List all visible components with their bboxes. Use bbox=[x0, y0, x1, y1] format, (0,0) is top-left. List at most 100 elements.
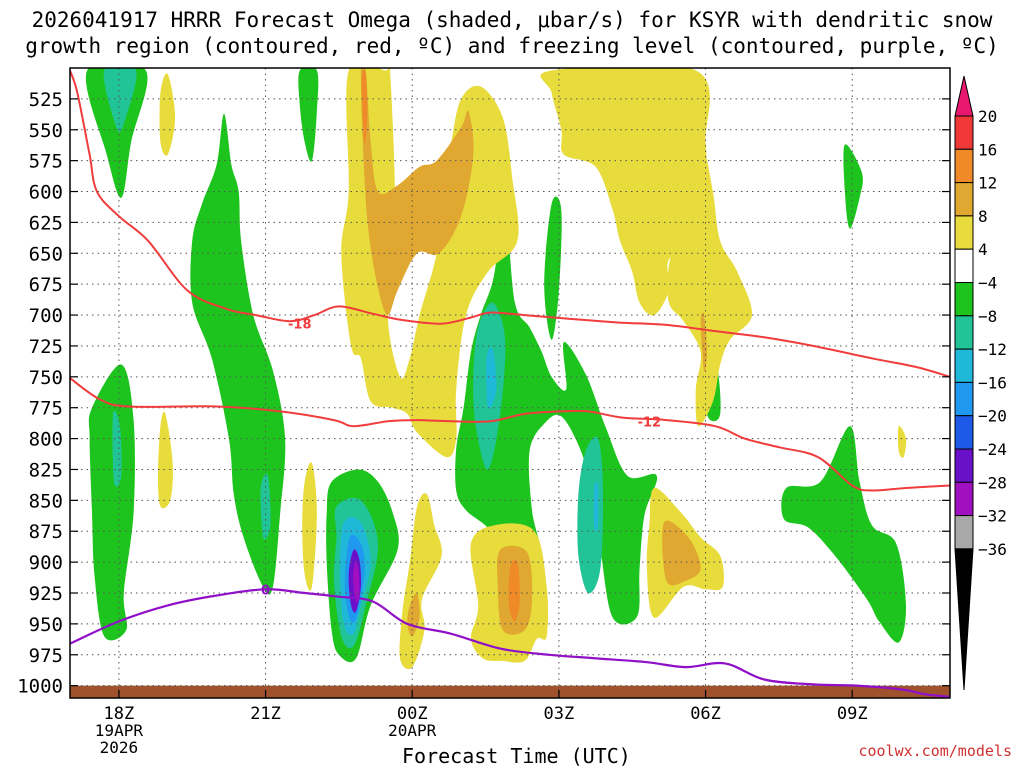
colorbar-bottom-arrow bbox=[954, 548, 974, 691]
y-tick-label: 725 bbox=[29, 336, 63, 358]
colorbar-label: −28 bbox=[978, 473, 1007, 492]
omega-region-12 bbox=[361, 70, 368, 144]
colorbar-swatch bbox=[954, 182, 974, 217]
y-tick-label: 775 bbox=[29, 398, 63, 420]
y-tick-label: 650 bbox=[29, 243, 63, 265]
omega-region-neg8 bbox=[103, 68, 137, 133]
omega-region-neg12 bbox=[593, 481, 599, 532]
omega-region-neg4 bbox=[88, 364, 135, 641]
y-tick-label: 825 bbox=[29, 459, 63, 481]
omega-region-4 bbox=[158, 411, 173, 509]
omega-region-neg8 bbox=[260, 473, 271, 540]
omega-region-neg28 bbox=[353, 561, 360, 603]
omega-region-neg4 bbox=[544, 196, 562, 340]
omega-region-8 bbox=[662, 520, 701, 586]
colorbar-swatch bbox=[954, 115, 974, 150]
colorbar-swatch bbox=[954, 448, 974, 483]
plot-frame bbox=[69, 67, 951, 699]
x-tick-label: 2026 bbox=[100, 738, 139, 757]
dgz-contour-label: -18 bbox=[288, 318, 312, 333]
omega-region-neg4 bbox=[781, 426, 907, 643]
omega-region-4 bbox=[641, 97, 650, 127]
x-tick-label: 20APR bbox=[388, 721, 437, 740]
y-tick-label: 875 bbox=[29, 521, 63, 543]
y-tick-label: 900 bbox=[29, 552, 63, 574]
colorbar-label: −32 bbox=[978, 507, 1007, 526]
colorbar-label: 12 bbox=[978, 174, 997, 193]
freezing-level-line bbox=[70, 588, 950, 698]
y-tick-label: 575 bbox=[29, 151, 63, 173]
x-tick-label: 06Z bbox=[690, 704, 721, 724]
omega-region-4 bbox=[341, 68, 519, 458]
colorbar-top-arrow bbox=[954, 75, 974, 117]
colorbar-swatch bbox=[954, 315, 974, 350]
y-tick-label: 800 bbox=[29, 429, 63, 451]
colorbar-swatch bbox=[954, 481, 974, 517]
colorbar-swatch bbox=[954, 282, 974, 317]
chart-title-line-2: growth region (contoured, red, ºC) and f… bbox=[25, 34, 999, 58]
x-tick-label: 00Z bbox=[397, 704, 428, 724]
y-tick-label: 625 bbox=[29, 212, 63, 234]
colorbar-swatch bbox=[954, 148, 974, 184]
omega-region-neg4 bbox=[843, 144, 863, 229]
colorbar-label: −4 bbox=[978, 274, 997, 293]
colorbar-label: −24 bbox=[978, 440, 1007, 459]
dgz-contour-label: -12 bbox=[638, 415, 662, 430]
colorbar-label: 4 bbox=[978, 240, 988, 259]
colorbar-swatch bbox=[954, 515, 974, 550]
omega-region-4 bbox=[302, 462, 317, 591]
omega-region-neg4 bbox=[85, 68, 148, 198]
omega-region-4 bbox=[667, 147, 753, 427]
y-tick-label: 550 bbox=[29, 120, 63, 142]
colorbar-swatch bbox=[954, 215, 974, 250]
omega-region-4 bbox=[159, 73, 176, 156]
x-tick-label: 18Z bbox=[104, 704, 135, 724]
y-tick-label: 600 bbox=[29, 182, 63, 204]
y-tick-label: 950 bbox=[29, 614, 63, 636]
grid-lines bbox=[70, 68, 950, 698]
y-axis: 525 550 575 600 625 650 675 700 725 750 775 800 825 8… bbox=[17, 89, 950, 698]
y-tick-label: 525 bbox=[29, 89, 63, 111]
omega-region-neg8 bbox=[577, 436, 604, 594]
dgz-contour-line bbox=[70, 70, 950, 378]
colorbar-label: 16 bbox=[978, 140, 997, 159]
surface-shading bbox=[70, 685, 950, 698]
colorbar-label: −20 bbox=[978, 407, 1007, 426]
y-tick-label: 700 bbox=[29, 305, 63, 327]
x-tick-label: 19APR bbox=[95, 721, 144, 740]
freezing-level-label: 0 bbox=[261, 583, 270, 598]
colorbar-swatch bbox=[954, 381, 974, 417]
colorbar-label: 8 bbox=[978, 207, 988, 226]
omega-region-4 bbox=[581, 123, 599, 161]
y-tick-label: 1000 bbox=[17, 676, 63, 698]
site-credit: coolwx.com/models bbox=[858, 742, 1012, 760]
omega-region-neg12 bbox=[486, 347, 497, 409]
omega-region-12 bbox=[508, 559, 520, 622]
dgz-contour-line bbox=[70, 377, 950, 492]
omega-shading bbox=[70, 68, 950, 698]
y-tick-label: 975 bbox=[29, 645, 63, 667]
omega-region-neg4 bbox=[455, 216, 658, 625]
colorbar-swatch bbox=[954, 248, 974, 283]
x-tick-label: 21Z bbox=[250, 704, 281, 724]
omega-region-neg8 bbox=[112, 410, 122, 487]
colorbar-swatch bbox=[954, 415, 974, 450]
colorbar: 20 16 12 8 4 −4 −8 −12 −16 −20 −24 −28 −32 −36 bbox=[954, 75, 1007, 691]
colorbar-swatch bbox=[954, 348, 974, 383]
colorbar-label: −12 bbox=[978, 340, 1007, 359]
x-tick-label: 09Z bbox=[837, 704, 868, 724]
omega-region-neg4 bbox=[298, 68, 319, 162]
y-tick-label: 925 bbox=[29, 583, 63, 605]
x-axis-title: Forecast Time (UTC) bbox=[402, 744, 631, 768]
colorbar-label: −8 bbox=[978, 307, 997, 326]
x-tick-label: 03Z bbox=[544, 704, 575, 724]
y-tick-label: 850 bbox=[29, 490, 63, 512]
omega-region-neg4 bbox=[190, 113, 286, 595]
y-tick-label: 675 bbox=[29, 274, 63, 296]
colorbar-label: 20 bbox=[978, 107, 997, 126]
chart-title-line-1: 2026041917 HRRR Forecast Omega (shaded, … bbox=[31, 8, 993, 32]
colorbar-label: −36 bbox=[978, 540, 1007, 559]
colorbar-label: −16 bbox=[978, 373, 1007, 392]
